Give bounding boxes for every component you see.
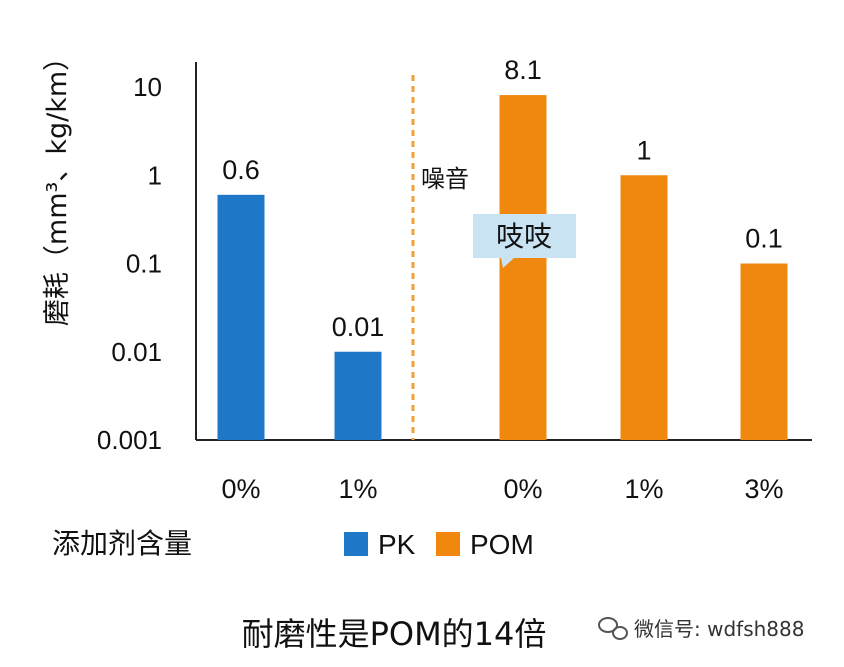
- data-label-pk-0pct: 0.6: [222, 155, 260, 185]
- y-tick-label: 10: [133, 72, 162, 102]
- x-tick-label-pk-0pct: 0%: [221, 474, 260, 504]
- watermark-text: 微信号: wdfsh888: [634, 617, 804, 641]
- bar-pk-0pct: [217, 194, 265, 440]
- y-tick-label: 0.01: [111, 337, 162, 367]
- x-tick-label-pom-1pct: 1%: [624, 474, 663, 504]
- y-tick-label: 1: [148, 160, 162, 190]
- data-label-pom-1pct: 1: [636, 135, 651, 165]
- y-tick-label: 0.001: [97, 425, 162, 455]
- data-label-pk-1pct: 0.01: [332, 312, 385, 342]
- legend-swatch-pk: [344, 532, 368, 556]
- wechat-icon: [598, 617, 628, 640]
- bar-pom-3pct: [740, 263, 788, 440]
- x-tick-label-pom-3pct: 3%: [744, 474, 783, 504]
- divider-label: 噪音: [421, 165, 469, 193]
- data-label-pom-0pct: 8.1: [504, 55, 542, 85]
- legend: PK POM: [344, 529, 534, 560]
- callout: 吱吱: [473, 214, 576, 268]
- x-axis-title: 添加剂含量: [52, 527, 192, 560]
- x-tick-label-pk-1pct: 1%: [338, 474, 377, 504]
- legend-swatch-pom: [436, 532, 460, 556]
- data-label-pom-3pct: 0.1: [745, 224, 783, 254]
- callout-label: 吱吱: [496, 220, 552, 253]
- bar-pom-0pct: [499, 95, 547, 440]
- y-tick-label: 0.1: [126, 249, 162, 279]
- footer-caption: 耐磨性是POM的14倍: [242, 615, 547, 653]
- legend-label-pk: PK: [378, 529, 416, 560]
- watermark: 微信号: wdfsh888: [598, 617, 804, 641]
- legend-label-pom: POM: [470, 529, 534, 560]
- x-tick-label-pom-0pct: 0%: [503, 474, 542, 504]
- bar-pk-1pct: [334, 351, 382, 440]
- y-axis-title: 磨耗（mm³、kg/km）: [42, 44, 73, 326]
- bar-pom-1pct: [620, 175, 668, 440]
